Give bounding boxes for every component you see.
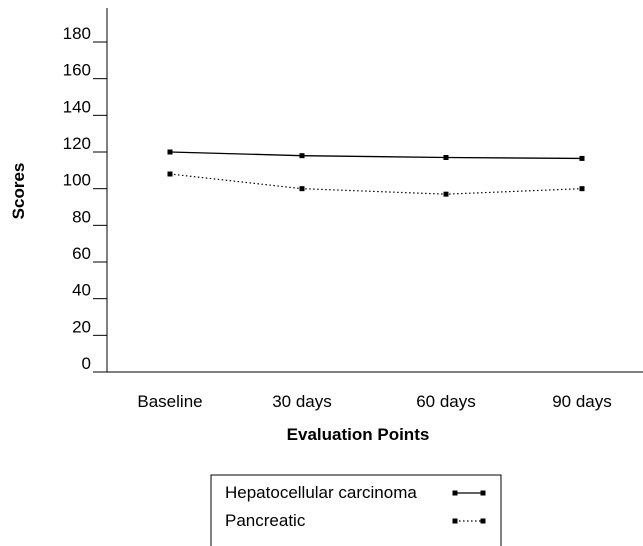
- axes: [106, 8, 643, 373]
- x-tick-label: 90 days: [552, 392, 612, 411]
- y-tick-label: 160: [63, 61, 91, 80]
- y-axis-title: Scores: [9, 163, 28, 220]
- legend-label: Hepatocellular carcinoma: [225, 483, 417, 502]
- series-pancreatic: [167, 171, 585, 197]
- series-layer: [167, 149, 585, 197]
- y-tick-label: 140: [63, 97, 91, 116]
- data-point: [299, 186, 305, 192]
- legend-box: [210, 474, 502, 546]
- data-point: [443, 155, 449, 160]
- legend-swatch-marker: [480, 490, 486, 496]
- y-tick-label: 80: [72, 207, 91, 226]
- y-ticks: 0 20 40 60 80 100 120 140 160 180: [63, 24, 107, 373]
- data-point: [579, 155, 585, 161]
- data-point: [167, 171, 173, 177]
- x-tick-label: 30 days: [272, 392, 332, 411]
- legend: Hepatocellular carcinoma Pancreatic: [210, 474, 502, 546]
- x-ticks: Baseline 30 days 60 days 90 days: [137, 392, 611, 411]
- y-tick-label: 20: [72, 317, 91, 336]
- legend-label: Pancreatic: [225, 511, 306, 530]
- legend-swatch-marker: [452, 490, 458, 496]
- y-tick-label: 0: [82, 354, 91, 373]
- y-tick-label: 100: [63, 171, 91, 190]
- x-axis-title: Evaluation Points: [287, 425, 430, 444]
- y-tick-label: 180: [63, 24, 91, 43]
- y-tick-label: 60: [72, 244, 91, 263]
- series-line: [169, 173, 583, 195]
- data-point: [579, 186, 585, 192]
- x-tick-label: Baseline: [137, 392, 202, 411]
- data-point: [167, 149, 173, 155]
- x-tick-label: 60 days: [416, 392, 476, 411]
- data-point: [443, 191, 449, 197]
- y-tick-label: 40: [72, 281, 91, 300]
- legend-swatch-marker: [480, 518, 486, 524]
- series-hepatocellular-carcinoma: [167, 149, 585, 161]
- data-point: [299, 153, 305, 159]
- legend-swatch-marker: [452, 518, 458, 524]
- series-line: [169, 151, 583, 160]
- y-tick-label: 120: [63, 134, 91, 153]
